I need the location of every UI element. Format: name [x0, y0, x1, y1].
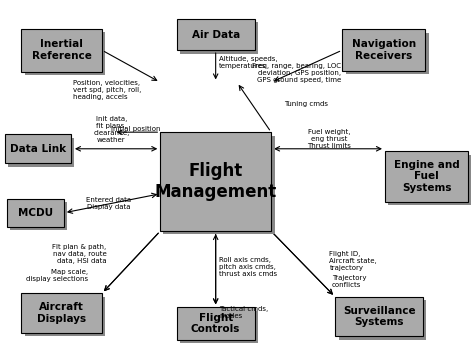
Bar — [338, 300, 426, 340]
Bar — [336, 297, 423, 336]
Bar — [8, 138, 74, 167]
Text: Entered data
Display data: Entered data Display data — [86, 197, 132, 210]
Bar — [163, 136, 274, 235]
Text: Navigation
Receivers: Navigation Receivers — [352, 39, 416, 61]
Text: Flight
Controls: Flight Controls — [191, 313, 240, 334]
Bar — [180, 311, 258, 343]
Bar — [25, 32, 105, 75]
Bar — [10, 202, 67, 230]
Text: Flight ID,
Aircraft state,
trajectory: Flight ID, Aircraft state, trajectory — [329, 251, 377, 271]
Bar — [346, 33, 429, 74]
Bar — [5, 134, 71, 164]
Bar — [385, 152, 468, 201]
Text: Trajectory
conflicts: Trajectory conflicts — [332, 275, 366, 289]
Text: Surveillance
Systems: Surveillance Systems — [343, 306, 416, 327]
Bar — [176, 19, 255, 50]
Text: Init data,
fit plans,
clearance,
weather: Init data, fit plans, clearance, weather — [93, 116, 129, 143]
Text: Air Data: Air Data — [191, 30, 240, 39]
Text: Initial position: Initial position — [111, 126, 161, 132]
Text: Data Link: Data Link — [10, 144, 66, 154]
Bar — [176, 307, 255, 340]
Bar — [7, 199, 64, 227]
Text: Flight
Management: Flight Management — [155, 162, 277, 201]
Text: Tuning cmds: Tuning cmds — [284, 101, 328, 107]
Text: Aircraft
Displays: Aircraft Displays — [37, 302, 86, 324]
Text: MCDU: MCDU — [18, 208, 53, 218]
Text: Fuel weight,
eng thrust
Thrust limits: Fuel weight, eng thrust Thrust limits — [308, 129, 351, 149]
Text: Tactical cmds,
modes: Tactical cmds, modes — [219, 306, 268, 319]
Text: Map scale,
display selections: Map scale, display selections — [26, 268, 88, 282]
Bar — [180, 22, 258, 54]
Text: Engine and
Fuel
Systems: Engine and Fuel Systems — [394, 160, 459, 193]
Text: Altitude, speeds,
temperatures: Altitude, speeds, temperatures — [219, 56, 278, 69]
Bar — [160, 133, 271, 231]
Bar — [21, 29, 102, 72]
Text: Roll axis cmds,
pitch axis cmds,
thrust axis cmds: Roll axis cmds, pitch axis cmds, thrust … — [219, 257, 277, 277]
Bar — [25, 297, 105, 336]
Bar — [342, 29, 426, 71]
Text: Inertial
Reference: Inertial Reference — [32, 39, 91, 61]
Bar — [21, 293, 102, 333]
Text: Freq, range, bearing, LOC
deviation, GPS position,
GPS ground speed, time: Freq, range, bearing, LOC deviation, GPS… — [252, 63, 341, 83]
Text: Position, velocities,
vert spd, pitch, roll,
heading, accels: Position, velocities, vert spd, pitch, r… — [73, 80, 142, 100]
Bar — [388, 155, 471, 205]
Text: Flt plan & path,
nav data, route
data, HSI data: Flt plan & path, nav data, route data, H… — [53, 244, 107, 264]
